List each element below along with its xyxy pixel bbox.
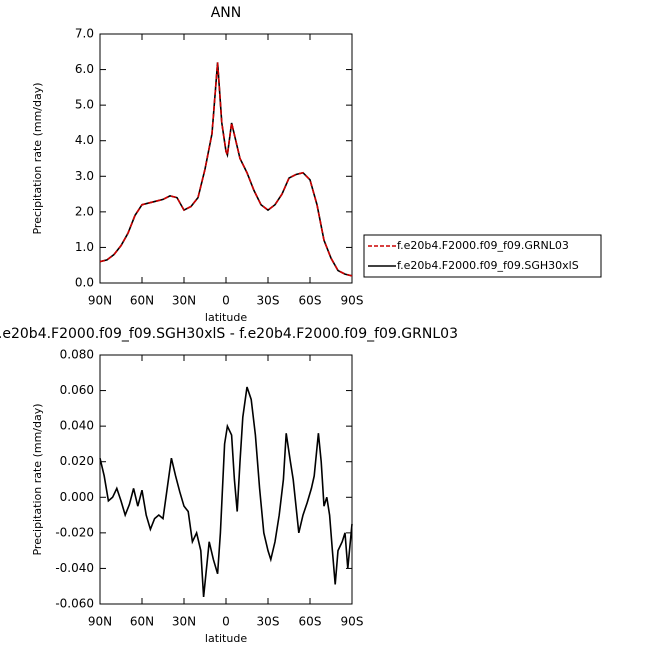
x-axis-label: latitude: [205, 632, 247, 645]
x-tick-label: 30S: [257, 615, 280, 629]
data-line: [99, 386, 353, 597]
legend-box: [363, 234, 602, 278]
x-axis-label: latitude: [205, 311, 247, 324]
x-tick-label: 60S: [299, 294, 322, 308]
x-tick-label: 30N: [172, 294, 196, 308]
data-line: [99, 62, 353, 277]
x-tick-label: 60S: [299, 615, 322, 629]
y-tick-label: 5.0: [75, 98, 94, 112]
x-tick-label: 90S: [341, 294, 364, 308]
data-line: [99, 62, 353, 277]
x-tick-label: 90S: [341, 615, 364, 629]
y-tick-label: 2.0: [75, 204, 94, 218]
y-tick-label: 0.060: [60, 383, 94, 397]
y-tick-label: 0.000: [60, 490, 94, 504]
x-tick-label: 0: [222, 615, 230, 629]
y-tick-label: 0.080: [60, 348, 94, 362]
x-tick-label: 60N: [130, 615, 154, 629]
y-tick-label: 7.0: [75, 27, 94, 41]
x-tick-label: 30S: [257, 294, 280, 308]
y-tick-label: 4.0: [75, 133, 94, 147]
y-axis-label: Precipitation rate (mm/day): [31, 82, 44, 234]
y-tick-label: 6.0: [75, 62, 94, 76]
y-tick-label: 0.040: [60, 419, 94, 433]
legend-label: f.e20b4.F2000.f09_f09.GRNL03: [397, 239, 569, 252]
x-tick-label: 0: [222, 294, 230, 308]
y-tick-label: 0.0: [75, 276, 94, 290]
plot-frame: [99, 33, 353, 284]
chart-title: f.e20b4.F2000.f09_f09.SGH30xlS - f.e20b4…: [0, 326, 458, 342]
x-tick-label: 90N: [88, 294, 112, 308]
plot-frame: [99, 354, 353, 605]
x-tick-label: 60N: [130, 294, 154, 308]
legend-label: f.e20b4.F2000.f09_f09.SGH30xlS: [397, 259, 579, 272]
y-tick-label: 1.0: [75, 240, 94, 254]
y-tick-label: 3.0: [75, 169, 94, 183]
x-tick-label: 90N: [88, 615, 112, 629]
y-axis-label: Precipitation rate (mm/day): [31, 403, 44, 555]
y-tick-label: -0.020: [55, 525, 94, 539]
chart-title: ANN: [211, 5, 242, 21]
y-tick-label: 0.020: [60, 454, 94, 468]
y-tick-label: -0.040: [55, 561, 94, 575]
y-tick-label: -0.060: [55, 597, 94, 611]
x-tick-label: 30N: [172, 615, 196, 629]
